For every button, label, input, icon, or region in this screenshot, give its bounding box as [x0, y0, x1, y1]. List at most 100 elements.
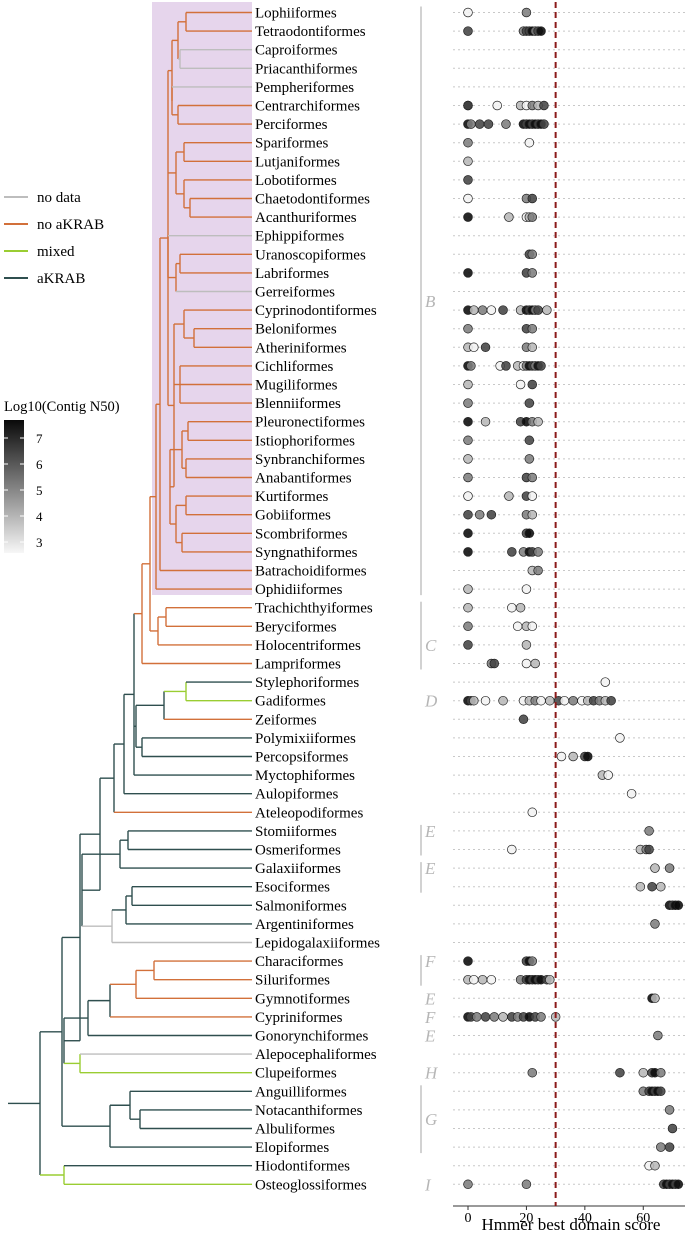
data-point-beloniformes-0 [463, 323, 473, 334]
taxon-label-alepocephaliformes: Alepocephaliformes [255, 1047, 377, 1063]
data-point-pleuronectiformes-1 [480, 416, 491, 427]
data-point-gobiiformes-2 [486, 509, 497, 520]
taxon-label-clupeiformes: Clupeiformes [255, 1066, 337, 1082]
taxon-label-cichliformes: Cichliformes [255, 359, 333, 375]
data-point-gadiformes-3 [480, 695, 491, 706]
taxon-label-beryciformes: Beryciformes [255, 619, 337, 635]
data-point-elopiformes-0 [656, 1142, 666, 1152]
taxon-label-mugiliformes: Mugiliformes [255, 378, 338, 394]
taxon-label-galaxiiformes: Galaxiiformes [255, 861, 341, 877]
data-point-lampriformes-1 [489, 658, 500, 669]
data-point-osmeriformes-0 [507, 844, 517, 855]
data-point-labriformes-0 [463, 268, 473, 278]
data-point-stylephoriformes-0 [600, 677, 611, 687]
data-point-characiformes-0 [463, 956, 473, 966]
data-point-istiophoriformes-0 [463, 435, 473, 446]
clade-label-i: I [424, 1175, 432, 1194]
data-point-gymnotiformes-1 [650, 993, 660, 1004]
taxon-label-anguilliformes: Anguilliformes [255, 1084, 347, 1100]
taxon-label-uranoscopiformes: Uranoscopiformes [255, 247, 366, 263]
gradient-tick-label-3: 3 [36, 535, 43, 550]
data-point-siluriformes-12 [545, 974, 555, 985]
data-point-blenniiformes-0 [463, 398, 473, 408]
data-point-anabantiformes-2 [527, 472, 538, 483]
data-point-cyprinodontiformes-1 [469, 305, 479, 315]
data-point-cypriniformes-5 [498, 1012, 508, 1022]
taxon-label-elopiformes: Elopiformes [255, 1140, 329, 1156]
data-point-anabantiformes-0 [463, 472, 473, 483]
data-point-gobiiformes-1 [474, 509, 485, 520]
data-point-beloniformes-2 [527, 323, 538, 334]
data-point-beryciformes-1 [512, 621, 523, 632]
data-point-ateleopodiformes-0 [527, 807, 538, 818]
taxon-label-acanthuriformes: Acanthuriformes [255, 210, 357, 226]
data-point-atheriniformes-1 [469, 342, 479, 353]
data-point-kurtiformes-3 [527, 491, 538, 501]
taxon-label-holocentriformes: Holocentriformes [255, 638, 361, 654]
taxon-label-zeiformes: Zeiformes [255, 712, 317, 728]
data-point-clupeiformes-2 [638, 1067, 649, 1078]
data-point-synbranchiformes-0 [463, 454, 473, 464]
data-point-osteoglossiformes-1 [521, 1179, 532, 1190]
taxon-label-spariformes: Spariformes [255, 136, 328, 152]
data-point-atheriniformes-2 [480, 342, 491, 353]
data-point-labriformes-2 [527, 268, 538, 278]
data-point-spariformes-1 [524, 137, 535, 148]
data-point-pleuronectiformes-0 [463, 416, 473, 427]
data-point-mugiliformes-2 [527, 379, 538, 390]
data-point-salmoniformes-3 [673, 900, 684, 911]
taxon-labels: Lophiiformes Tetraodontiformes Caproiforme… [255, 6, 380, 1194]
data-point-uranoscopiformes-1 [527, 249, 538, 260]
taxon-label-aulopiformes: Aulopiformes [255, 787, 338, 803]
data-point-spariformes-0 [463, 137, 473, 148]
clade-label-f: F [424, 952, 436, 971]
taxon-label-atheriniformes: Atheriniformes [255, 340, 347, 356]
taxon-label-characiformes: Characiformes [255, 954, 343, 970]
data-point-notacanthiformes-0 [664, 1105, 675, 1115]
taxon-label-stomiiformes: Stomiiformes [255, 824, 337, 840]
clade-label-e: E [424, 1027, 436, 1046]
x-tick-label-40: 40 [578, 1211, 592, 1226]
data-point-cypriniformes-4 [489, 1012, 500, 1022]
data-point-ophidiiformes-1 [521, 584, 532, 594]
data-point-zeiformes-0 [518, 714, 529, 725]
clade-label-e: E [424, 859, 436, 878]
data-point-clupeiformes-5 [656, 1067, 666, 1078]
data-point-argentiniformes-0 [650, 919, 660, 929]
data-point-cyprinodontiformes-3 [486, 305, 497, 315]
taxon-label-ophidiiformes: Ophidiiformes [255, 582, 343, 598]
data-point-percopsiformes-3 [583, 751, 593, 762]
data-point-gadiformes-12 [568, 695, 578, 706]
taxon-label-synbranchiformes: Synbranchiformes [255, 452, 365, 468]
data-point-stomiiformes-0 [644, 826, 654, 836]
data-point-siluriformes-2 [477, 974, 488, 985]
data-point-clupeiformes-1 [615, 1067, 625, 1078]
data-point-aulopiformes-0 [626, 788, 637, 799]
data-point-cyprinodontiformes-11 [542, 305, 552, 315]
data-point-acanthuriformes-4 [527, 212, 538, 222]
taxon-label-ephippiformes: Ephippiformes [255, 229, 344, 245]
taxon-label-tetraodontiformes: Tetraodontiformes [255, 24, 366, 40]
data-point-lutjaniformes-0 [463, 156, 473, 167]
data-point-albuliformes-0 [667, 1123, 678, 1134]
data-point-acanthuriformes-1 [504, 212, 514, 222]
data-point-siluriformes-1 [469, 974, 479, 985]
data-point-trachichthyiformes-0 [463, 602, 473, 613]
data-point-syngnathiformes-0 [463, 547, 473, 557]
gradient-title: Log10(Contig N50) [4, 399, 120, 415]
data-point-gadiformes-11 [559, 695, 570, 706]
taxon-label-anabantiformes: Anabantiformes [255, 471, 352, 487]
gradient-tick-label-7: 7 [36, 431, 43, 446]
taxon-label-osmeriformes: Osmeriformes [255, 843, 341, 859]
taxon-label-notacanthiformes: Notacanthiformes [255, 1103, 363, 1119]
x-tick-label-60: 60 [636, 1211, 650, 1226]
x-tick-label-0: 0 [465, 1211, 472, 1226]
data-point-osteoglossiformes-0 [463, 1179, 473, 1190]
data-point-mugiliformes-1 [515, 379, 526, 390]
taxon-label-gonorynchiformes: Gonorynchiformes [255, 1029, 368, 1045]
data-point-cichliformes-1 [466, 361, 476, 371]
taxon-label-osteoglossiformes: Osteoglossiformes [255, 1177, 367, 1193]
taxon-label-lampriformes: Lampriformes [255, 657, 341, 673]
